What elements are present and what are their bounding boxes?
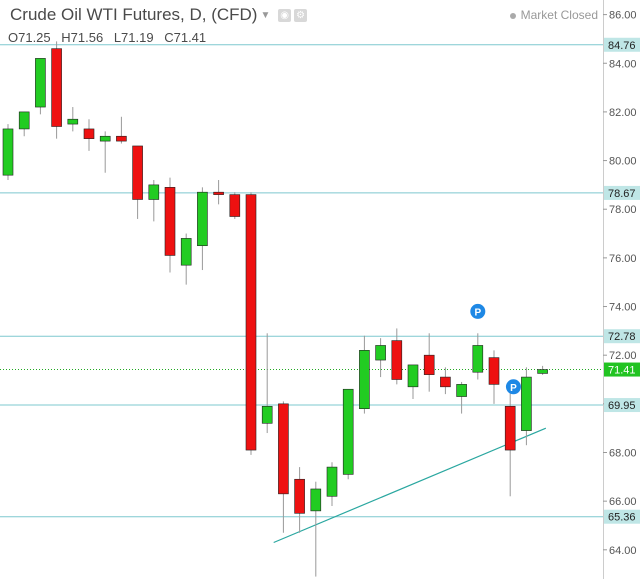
y-tick-label: 68.00 xyxy=(609,447,637,459)
candle-body[interactable] xyxy=(164,187,176,256)
market-status-text: Market Closed xyxy=(520,8,598,22)
market-status: Market Closed xyxy=(509,8,598,22)
chart-title-text: Crude Oil WTI Futures, D, (CFD) xyxy=(10,5,258,24)
candle-body[interactable] xyxy=(51,48,62,127)
candle-body[interactable] xyxy=(180,238,192,266)
level-label: 65.36 xyxy=(608,512,636,524)
y-tick-label: 80.00 xyxy=(609,156,637,168)
level-label-bg xyxy=(604,398,640,413)
y-tick-label: 84.00 xyxy=(609,58,637,70)
current-price-label-bg xyxy=(604,362,640,377)
y-tick-label: 86.00 xyxy=(609,10,637,22)
candle-body[interactable] xyxy=(245,194,257,451)
open-value: O71.25 xyxy=(8,30,51,45)
candle-body[interactable] xyxy=(83,128,95,139)
level-label: 72.78 xyxy=(608,331,636,343)
event-marker[interactable] xyxy=(505,379,521,395)
event-marker-label: P xyxy=(510,383,517,394)
y-tick-label: 82.00 xyxy=(609,107,637,119)
level-label-bg xyxy=(604,509,640,524)
high-value: H71.56 xyxy=(61,30,104,45)
y-tick-label: 74.00 xyxy=(609,302,637,314)
candle-body[interactable] xyxy=(326,466,338,497)
current-price-label: 71.41 xyxy=(608,365,636,377)
candle-body[interactable] xyxy=(456,384,467,397)
candle-body[interactable] xyxy=(472,345,484,373)
candle-body[interactable] xyxy=(229,194,241,217)
y-tick-label: 66.00 xyxy=(609,496,637,508)
y-tick-label: 64.00 xyxy=(609,545,637,557)
settings-icon[interactable]: ⚙ xyxy=(294,9,308,23)
level-label-bg xyxy=(604,185,640,200)
candle-body[interactable] xyxy=(132,145,143,200)
level-label-bg xyxy=(604,37,640,52)
candle-body[interactable] xyxy=(18,111,30,130)
candle-body[interactable] xyxy=(375,345,386,361)
low-value: L71.19 xyxy=(113,30,154,45)
eye-icon[interactable]: ◉ xyxy=(278,9,292,23)
level-label-bg xyxy=(604,329,640,344)
close-value: C71.41 xyxy=(164,30,207,45)
candle-body[interactable] xyxy=(521,376,532,431)
status-dot-icon xyxy=(509,12,516,19)
ohlc-readout: O71.25 H71.56 L71.19 C71.41 xyxy=(8,30,213,45)
trendline[interactable] xyxy=(273,427,547,544)
y-tick-label: 76.00 xyxy=(609,253,637,265)
candle-body[interactable] xyxy=(423,354,435,375)
candle-body[interactable] xyxy=(537,369,548,374)
level-label: 84.76 xyxy=(608,40,636,52)
candle-body[interactable] xyxy=(310,488,322,512)
candle-body[interactable] xyxy=(391,340,403,380)
candle-body[interactable] xyxy=(148,184,160,200)
candle-body[interactable] xyxy=(407,364,419,388)
level-label: 78.67 xyxy=(608,188,636,200)
y-tick-label: 78.00 xyxy=(609,204,637,216)
candle-body[interactable] xyxy=(99,135,111,142)
candle-body[interactable] xyxy=(2,128,14,176)
candle-body[interactable] xyxy=(294,478,305,514)
candle-body[interactable] xyxy=(488,357,500,385)
candle-body[interactable] xyxy=(440,376,451,388)
candle-body[interactable] xyxy=(504,405,516,451)
candle-body[interactable] xyxy=(197,191,208,247)
event-marker[interactable] xyxy=(470,303,486,319)
candle-body[interactable] xyxy=(359,350,370,410)
chart-title: Crude Oil WTI Futures, D, (CFD) ▼ ◉ ⚙ xyxy=(10,5,308,25)
event-marker-label: P xyxy=(474,307,481,318)
candle-body[interactable] xyxy=(213,191,224,195)
caret-down-icon[interactable]: ▼ xyxy=(260,10,271,22)
candle-body[interactable] xyxy=(116,135,127,142)
candle-body[interactable] xyxy=(261,405,273,424)
candle-body[interactable] xyxy=(342,388,354,475)
price-axis[interactable] xyxy=(603,0,641,579)
candle-body[interactable] xyxy=(35,58,46,108)
candle-body[interactable] xyxy=(278,403,289,495)
candle-body[interactable] xyxy=(67,118,79,125)
y-tick-label: 72.00 xyxy=(609,350,637,362)
level-label: 69.95 xyxy=(608,400,636,412)
